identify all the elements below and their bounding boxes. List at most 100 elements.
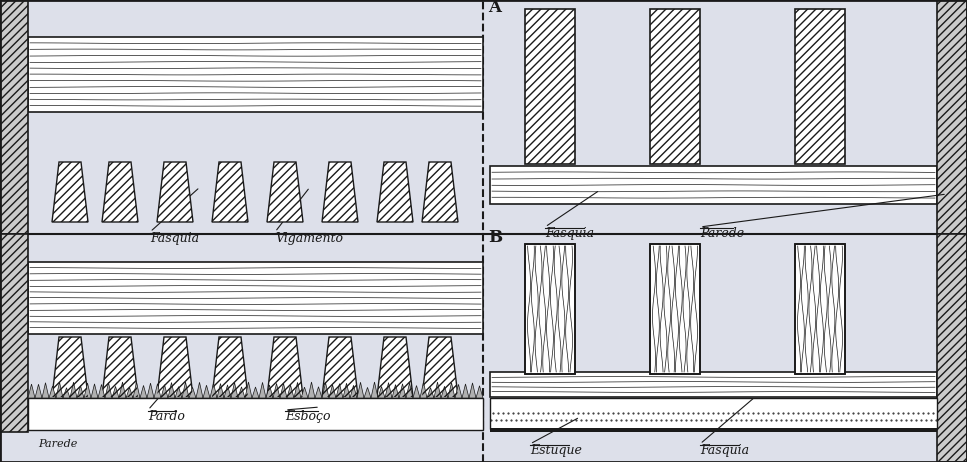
Polygon shape — [224, 385, 231, 398]
Text: Parede: Parede — [700, 227, 745, 240]
Polygon shape — [322, 383, 329, 398]
Polygon shape — [91, 384, 98, 398]
Polygon shape — [329, 385, 336, 398]
Polygon shape — [441, 386, 448, 398]
Polygon shape — [266, 385, 273, 398]
Bar — [490, 428, 937, 432]
Polygon shape — [212, 162, 248, 222]
Polygon shape — [49, 386, 56, 398]
Bar — [937, 234, 967, 462]
Polygon shape — [70, 382, 77, 398]
Bar — [0, 234, 28, 432]
Polygon shape — [245, 382, 252, 398]
Polygon shape — [434, 382, 441, 398]
Polygon shape — [154, 384, 161, 398]
Polygon shape — [56, 382, 63, 398]
Bar — [795, 9, 845, 164]
Polygon shape — [112, 386, 119, 398]
Polygon shape — [175, 387, 182, 398]
Bar — [490, 372, 937, 397]
Polygon shape — [267, 162, 303, 222]
Polygon shape — [476, 386, 483, 398]
Polygon shape — [42, 383, 49, 398]
Text: Vigamento: Vigamento — [275, 232, 343, 245]
Bar — [525, 9, 575, 164]
Polygon shape — [212, 337, 248, 397]
Polygon shape — [413, 386, 420, 398]
Polygon shape — [422, 337, 458, 397]
Polygon shape — [126, 388, 133, 398]
Bar — [650, 244, 700, 374]
Polygon shape — [52, 337, 88, 397]
Bar — [28, 262, 483, 334]
Polygon shape — [105, 383, 112, 398]
Polygon shape — [28, 384, 35, 398]
Bar — [650, 9, 700, 164]
Polygon shape — [157, 162, 193, 222]
Bar — [795, 244, 845, 374]
Text: Fasquia: Fasquia — [545, 227, 594, 240]
Polygon shape — [287, 385, 294, 398]
Polygon shape — [203, 385, 210, 398]
Polygon shape — [455, 384, 462, 398]
Polygon shape — [252, 387, 259, 398]
Polygon shape — [267, 337, 303, 397]
Polygon shape — [336, 383, 343, 398]
Polygon shape — [157, 337, 193, 397]
Polygon shape — [238, 387, 245, 398]
Polygon shape — [406, 383, 413, 398]
Polygon shape — [385, 383, 392, 398]
Polygon shape — [350, 385, 357, 398]
Bar — [937, 0, 967, 234]
Polygon shape — [422, 162, 458, 222]
Bar — [795, 9, 845, 164]
Polygon shape — [84, 383, 91, 398]
Polygon shape — [189, 387, 196, 398]
Bar — [490, 166, 937, 204]
Polygon shape — [280, 383, 287, 398]
Bar — [525, 244, 575, 374]
Polygon shape — [161, 385, 168, 398]
Polygon shape — [308, 382, 315, 398]
Bar — [937, 234, 967, 462]
Polygon shape — [52, 162, 88, 222]
Polygon shape — [98, 384, 105, 398]
Bar — [525, 9, 575, 164]
Polygon shape — [102, 162, 138, 222]
Polygon shape — [77, 386, 84, 398]
Bar — [0, 0, 28, 234]
Polygon shape — [420, 382, 427, 398]
Polygon shape — [273, 383, 280, 398]
Polygon shape — [231, 383, 238, 398]
Polygon shape — [147, 383, 154, 398]
Polygon shape — [294, 383, 301, 398]
Polygon shape — [392, 384, 399, 398]
Polygon shape — [315, 387, 322, 398]
Polygon shape — [343, 383, 350, 398]
Polygon shape — [469, 383, 476, 398]
Polygon shape — [217, 383, 224, 398]
Text: Parede: Parede — [38, 439, 77, 449]
Bar — [937, 0, 967, 234]
Bar — [795, 244, 845, 374]
Polygon shape — [119, 382, 126, 398]
Polygon shape — [377, 337, 413, 397]
Polygon shape — [182, 382, 189, 398]
Polygon shape — [63, 388, 70, 398]
Bar — [525, 244, 575, 374]
Bar — [28, 37, 483, 112]
Polygon shape — [377, 162, 413, 222]
Polygon shape — [322, 162, 358, 222]
Bar — [650, 9, 700, 164]
Bar — [650, 244, 700, 374]
Polygon shape — [102, 337, 138, 397]
Polygon shape — [140, 385, 147, 398]
Polygon shape — [448, 383, 455, 398]
Polygon shape — [133, 382, 140, 398]
Text: Esboço: Esboço — [285, 410, 331, 423]
Polygon shape — [301, 387, 308, 398]
Polygon shape — [427, 388, 434, 398]
Polygon shape — [462, 384, 469, 398]
Text: A: A — [488, 0, 501, 16]
Text: B: B — [488, 229, 502, 246]
